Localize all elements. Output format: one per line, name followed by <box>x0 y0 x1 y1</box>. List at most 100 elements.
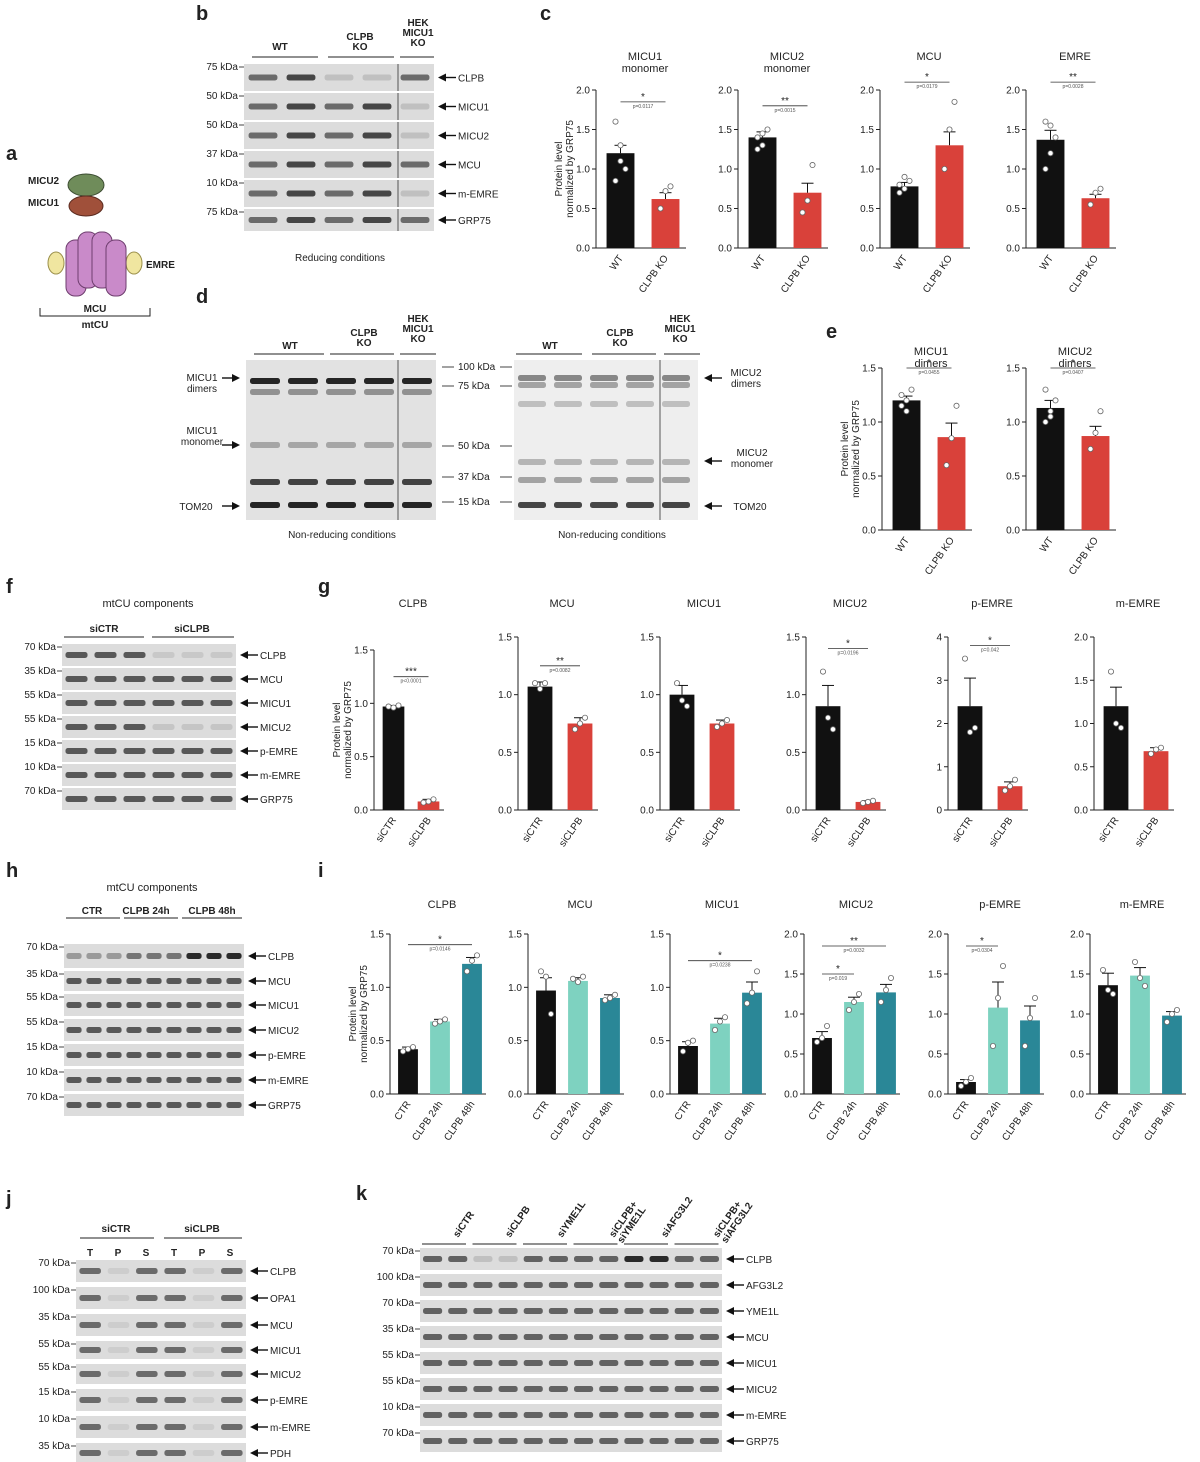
blot-band <box>649 1412 669 1418</box>
target-arrowhead <box>726 1437 734 1445</box>
data-point <box>898 402 905 409</box>
marker-label: 70 kDa <box>24 642 56 653</box>
y-tick-label: 1.0 <box>718 165 732 176</box>
y-tick-label: 2.0 <box>784 930 798 941</box>
blot-band <box>498 1386 518 1392</box>
x-tick-label: CLPB KO <box>1067 253 1101 295</box>
y-tick-label: 1.5 <box>498 633 512 644</box>
blot-band <box>626 502 654 508</box>
blot-band <box>624 1438 644 1444</box>
mtcu-bracket <box>39 308 151 317</box>
panel-letter-k: k <box>356 1183 368 1205</box>
panel-d-group-label-left-line: KO <box>411 334 426 345</box>
panel-k-group-label: siCLPB+siAFG3L2 <box>711 1195 755 1246</box>
blot-band <box>400 103 430 110</box>
marker-label: 10 kDa <box>24 762 56 773</box>
data-point <box>1042 118 1049 125</box>
data-point <box>724 717 731 724</box>
x-tick-label: siCLPB <box>699 815 727 849</box>
x-tick-label: WT <box>1038 253 1056 272</box>
bar-wt <box>892 400 921 530</box>
blot-band <box>210 772 233 778</box>
left-label-arrowhead <box>232 441 240 449</box>
blot-band <box>86 1052 102 1058</box>
blot-band <box>192 1295 215 1301</box>
blot-band <box>192 1371 215 1377</box>
blot-band <box>548 1308 568 1314</box>
marker-label: 70 kDa <box>38 1258 70 1269</box>
marker-label: 10 kDa <box>26 1067 58 1078</box>
data-point <box>1148 750 1155 757</box>
significance-stars: * <box>846 639 850 650</box>
blot-band <box>288 442 318 448</box>
blot-band <box>288 378 318 384</box>
blot-band <box>226 1077 242 1083</box>
panel-d-group-label-left: HEK MICU1 KO <box>402 314 434 345</box>
y-axis-label: Protein levelnormalized by GRP75 <box>348 965 370 1063</box>
data-point <box>436 1018 443 1025</box>
target-label-micu1: MICU1 <box>746 1359 778 1370</box>
chart-title: MICU1 <box>914 346 948 358</box>
blot-band <box>548 1282 568 1288</box>
data-point <box>1158 744 1165 751</box>
data-point <box>538 968 545 975</box>
y-tick-label: 1.0 <box>498 690 512 701</box>
data-point <box>1132 959 1139 966</box>
blot-band <box>123 724 146 730</box>
marker-label: 55 kDa <box>24 690 56 701</box>
data-point <box>1174 1007 1181 1014</box>
bar-wt <box>890 186 919 248</box>
blot-band <box>626 477 654 483</box>
blot-band <box>250 502 280 508</box>
blot-band <box>250 442 280 448</box>
significance-stars: * <box>641 92 645 103</box>
y-tick-label: 1.0 <box>862 418 876 429</box>
data-point <box>667 183 674 190</box>
bar-sictr <box>669 694 695 810</box>
blot-band <box>574 1256 594 1262</box>
blot-strip <box>76 1287 246 1309</box>
target-label-clpb: CLPB <box>270 1267 296 1278</box>
label-mcu: MCU <box>84 304 107 315</box>
chart-title: dimers <box>1058 358 1092 370</box>
x-tick-label: WT <box>1038 535 1056 554</box>
x-tick-label: CLPB 24h <box>824 1099 859 1143</box>
data-point <box>825 714 832 721</box>
panel-d-right-label: TOM20 <box>733 502 767 513</box>
data-point <box>1052 397 1059 404</box>
target-label-micu2: MICU2 <box>270 1370 302 1381</box>
blot-band <box>624 1256 644 1262</box>
y-tick-label: 1.5 <box>1006 125 1020 136</box>
data-point <box>1052 134 1059 141</box>
bar-clpb-48h <box>462 963 482 1094</box>
blot-strip <box>420 1430 722 1452</box>
blot-band <box>624 1334 644 1340</box>
panel-d-group-label-right-line: WT <box>542 341 558 352</box>
y-tick-label: 1.0 <box>860 165 874 176</box>
panel-d-group-label-left-line: HEK <box>407 314 429 325</box>
chart-title: m-EMRE <box>1116 598 1161 610</box>
blot-band <box>498 1282 518 1288</box>
y-tick-label: 0.5 <box>576 204 590 215</box>
blot-band <box>221 1424 243 1430</box>
panel-d-left-label: MICU1 dimers <box>186 373 218 395</box>
data-point <box>963 1079 970 1086</box>
marker-label: 35 kDa <box>382 1324 414 1335</box>
y-tick-label: 0.0 <box>928 1090 942 1101</box>
blot-band <box>226 1052 242 1058</box>
data-point <box>622 165 629 172</box>
data-point <box>473 952 480 959</box>
x-tick-label: CLPB 24h <box>410 1099 445 1143</box>
blot-band <box>94 700 117 706</box>
blot-strip <box>420 1404 722 1426</box>
marker-label: 35 kDa <box>24 666 56 677</box>
y-tick-label: 0.5 <box>1006 204 1020 215</box>
blot-band <box>574 1386 594 1392</box>
blot-band <box>674 1386 694 1392</box>
blot-band <box>181 652 204 658</box>
data-point <box>680 1048 687 1055</box>
y-axis-label-line: normalized by GRP75 <box>565 120 576 218</box>
panel-d-group-label-right-line: MICU1 <box>664 324 696 335</box>
